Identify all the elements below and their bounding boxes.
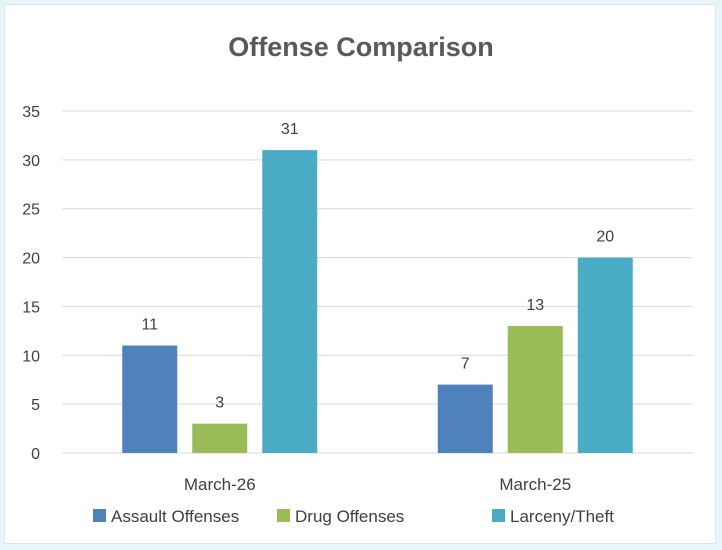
y-tick-label-5: 5 (31, 397, 40, 414)
legend-label-0: Assault Offenses (111, 507, 239, 526)
data-labels: 11 3 31 7 13 20 (141, 121, 614, 412)
bar-larceny-theft-march-26 (262, 150, 318, 454)
y-tick-label-15: 15 (22, 299, 40, 316)
legend-swatch-2 (492, 509, 505, 522)
data-label-1-0: 3 (215, 395, 224, 412)
x-category-label-1: March-25 (499, 475, 571, 494)
y-tick-label-20: 20 (22, 251, 40, 268)
x-category-label-0: March-26 (184, 475, 256, 494)
y-axis: 0 5 10 15 20 25 30 35 (22, 104, 40, 463)
bar-assault-offenses-march-25 (437, 384, 493, 453)
y-tick-label-25: 25 (22, 202, 40, 219)
legend-label-2: Larceny/Theft (510, 507, 614, 526)
data-label-0-1: 7 (461, 356, 470, 373)
y-tick-label-35: 35 (22, 104, 40, 121)
x-axis: March-26 March-25 (184, 475, 571, 494)
bars (122, 150, 633, 454)
y-tick-label-0: 0 (31, 446, 40, 463)
bar-assault-offenses-march-26 (122, 345, 178, 453)
bar-larceny-theft-march-25 (577, 257, 633, 453)
bar-drug-offenses-march-26 (192, 423, 248, 453)
data-label-1-1: 13 (526, 297, 544, 314)
legend-swatch-1 (277, 509, 290, 522)
y-tick-label-10: 10 (22, 348, 40, 365)
bar-drug-offenses-march-25 (507, 325, 563, 453)
chart-title: Offense Comparison (228, 32, 494, 62)
data-label-2-1: 20 (596, 229, 614, 246)
legend: Assault Offenses Drug Offenses Larceny/The… (93, 507, 614, 526)
data-label-2-0: 31 (281, 121, 299, 138)
data-label-0-0: 11 (141, 317, 158, 334)
y-tick-label-30: 30 (22, 153, 40, 170)
legend-swatch-0 (93, 509, 106, 522)
legend-label-1: Drug Offenses (295, 507, 404, 526)
